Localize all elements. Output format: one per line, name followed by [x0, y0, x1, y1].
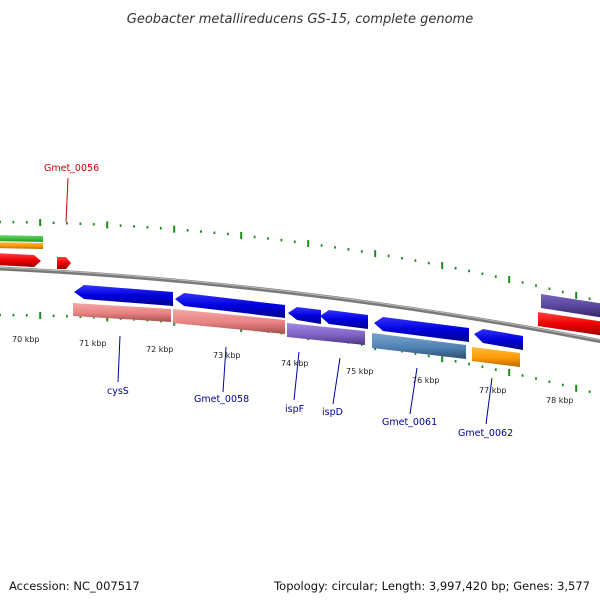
gene-gmet-0058-arrow: [175, 293, 285, 318]
gene-darkpurple-right: [541, 294, 600, 318]
tick-label-71kbp: 71 kbp: [79, 339, 107, 348]
map-title: Geobacter metallireducens GS-15, complet…: [127, 12, 473, 27]
gene-label-gmet-0056: Gmet_0056: [44, 163, 99, 174]
leader-gmet-0056: [65, 177, 69, 223]
leader-gmet-0061: [409, 367, 418, 415]
cog-bar-ispf-ispd: [287, 323, 365, 345]
gene-label-gmet-0061: Gmet_0061: [382, 417, 437, 428]
gene-gmet-0061-arrow: [374, 317, 469, 342]
cog-bar-gmet-0062: [472, 347, 520, 367]
tick-label-75kbp: 75 kbp: [346, 367, 374, 376]
gene-ispf-arrow: [288, 307, 321, 324]
leader-cyss: [117, 335, 121, 383]
gene-red-upper-left-1: [0, 253, 41, 267]
leader-ispd: [332, 357, 341, 405]
tick-label-77kbp: 77 kbp: [479, 386, 507, 395]
leader-ispf: [293, 351, 300, 401]
gene-ispd-arrow: [320, 310, 368, 329]
cog-bar-cyss: [73, 303, 171, 322]
gene-gmet-0056: [57, 257, 71, 269]
gene-label-gmet-0062: Gmet_0062: [458, 428, 513, 439]
gene-orange-upper-left: [0, 242, 43, 249]
tick-label-76kbp: 76 kbp: [412, 376, 440, 385]
gene-label-ispf: ispF: [285, 404, 304, 415]
gene-gmet-0062-arrow: [474, 329, 523, 350]
leader-gmet-0062: [485, 377, 493, 425]
tick-label-74kbp: 74 kbp: [281, 359, 309, 368]
gene-label-cyss: cysS: [107, 386, 129, 397]
gene-red-right: [538, 312, 600, 336]
upper-tick-ring: [0, 219, 591, 300]
cog-bar-gmet-0061: [372, 333, 466, 359]
cog-bar-gmet-0058: [173, 309, 285, 334]
accession-text: Accession: NC_007517: [9, 579, 140, 593]
gene-cyss-arrow: [74, 285, 173, 306]
gene-green-upper-left: [0, 235, 43, 242]
genome-backbone-highlight: [0, 266, 600, 341]
tick-label-72kbp: 72 kbp: [146, 345, 174, 354]
leader-gmet-0058: [222, 346, 227, 393]
gene-label-ispd: ispD: [322, 407, 343, 418]
tick-label-70kbp: 70 kbp: [12, 335, 40, 344]
tick-label-73kbp: 73 kbp: [213, 351, 241, 360]
tick-label-78kbp: 78 kbp: [546, 396, 574, 405]
genome-summary-text: Topology: circular; Length: 3,997,420 bp…: [274, 579, 590, 593]
gene-label-gmet-0058: Gmet_0058: [194, 394, 249, 405]
genome-backbone: [0, 266, 600, 344]
